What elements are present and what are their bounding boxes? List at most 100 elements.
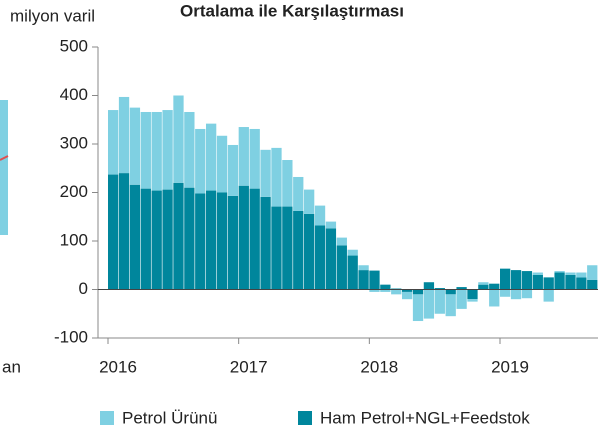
legend-swatch	[298, 411, 312, 425]
bar	[456, 289, 467, 309]
bar	[216, 192, 228, 290]
bar	[347, 255, 358, 290]
bar	[184, 111, 195, 188]
fragment-label: an	[2, 357, 21, 376]
bar	[565, 272, 576, 275]
bar	[423, 282, 435, 290]
bar	[227, 195, 239, 290]
bar	[336, 245, 347, 290]
bar	[129, 107, 141, 185]
y-axis-label: milyon varil	[10, 6, 95, 25]
bar	[576, 277, 587, 290]
bar	[554, 272, 565, 290]
bar	[227, 144, 239, 196]
bar	[489, 289, 500, 307]
y-tick-label: 400	[60, 85, 88, 104]
bar	[238, 185, 249, 290]
bar	[489, 283, 500, 290]
bar	[565, 274, 576, 290]
bar	[434, 288, 445, 290]
y-tick-label: 200	[60, 182, 88, 201]
bar	[173, 182, 184, 290]
bar	[467, 289, 478, 300]
bar	[543, 277, 554, 290]
bar	[445, 289, 456, 295]
x-tick-label: 2018	[360, 357, 398, 376]
x-tick-label: 2019	[491, 357, 529, 376]
bar	[456, 287, 467, 290]
bar	[304, 189, 315, 214]
bar	[369, 289, 380, 292]
bar	[216, 135, 228, 193]
bar	[402, 291, 413, 300]
bar	[576, 272, 587, 278]
bar	[423, 289, 435, 319]
x-tick-label: 2017	[230, 357, 268, 376]
bar	[151, 111, 162, 191]
bar	[412, 294, 424, 322]
bar	[173, 95, 184, 183]
bar	[260, 196, 271, 290]
bar	[118, 173, 130, 290]
legend-swatch	[100, 411, 114, 425]
bar	[478, 282, 489, 285]
bar	[314, 205, 326, 226]
bar	[108, 110, 119, 175]
bar	[587, 279, 598, 290]
bar	[445, 294, 456, 317]
bar	[510, 289, 522, 300]
legend-label: Ham Petrol+NGL+Feedstok	[320, 408, 530, 427]
bar	[521, 271, 533, 290]
y-tick-label: 500	[60, 36, 88, 55]
bar	[271, 147, 282, 207]
bar	[271, 206, 282, 290]
bar	[347, 249, 358, 256]
x-tick-label: 2016	[99, 357, 137, 376]
bar	[587, 265, 598, 280]
bar	[118, 96, 130, 174]
bar	[402, 289, 413, 292]
bar	[249, 188, 260, 290]
bar	[293, 176, 304, 211]
fragment-shape	[0, 100, 8, 235]
bar	[325, 221, 337, 229]
bar	[140, 188, 151, 290]
bar	[434, 289, 445, 314]
bar	[206, 190, 217, 290]
bar	[140, 111, 151, 189]
bar	[412, 289, 424, 295]
legend-label: Petrol Ürünü	[122, 408, 217, 427]
bar	[380, 284, 391, 290]
bar	[238, 127, 249, 186]
bar	[532, 274, 543, 290]
bar	[543, 289, 554, 302]
bar	[304, 213, 315, 290]
bar	[151, 190, 162, 290]
bar	[282, 206, 293, 290]
bar	[184, 187, 195, 290]
bar	[500, 268, 511, 290]
bar	[554, 271, 565, 273]
bar	[325, 228, 337, 290]
bar	[391, 289, 402, 295]
bar	[293, 210, 304, 290]
bar	[336, 237, 347, 246]
bar	[521, 289, 533, 299]
bar	[206, 123, 217, 191]
bar	[510, 270, 522, 290]
y-tick-label: -100	[54, 327, 88, 346]
bar	[500, 289, 511, 297]
bar	[195, 193, 206, 290]
bar	[532, 272, 543, 275]
chart-title: Ortalama ile Karşılaştırması	[180, 1, 404, 20]
bar	[195, 128, 206, 194]
bar	[478, 284, 489, 290]
bar	[249, 128, 260, 189]
bar	[162, 110, 173, 190]
bar	[467, 299, 478, 302]
y-tick-label: 0	[79, 279, 88, 298]
y-tick-label: 100	[60, 230, 88, 249]
bar	[369, 270, 380, 290]
y-tick-label: 300	[60, 133, 88, 152]
